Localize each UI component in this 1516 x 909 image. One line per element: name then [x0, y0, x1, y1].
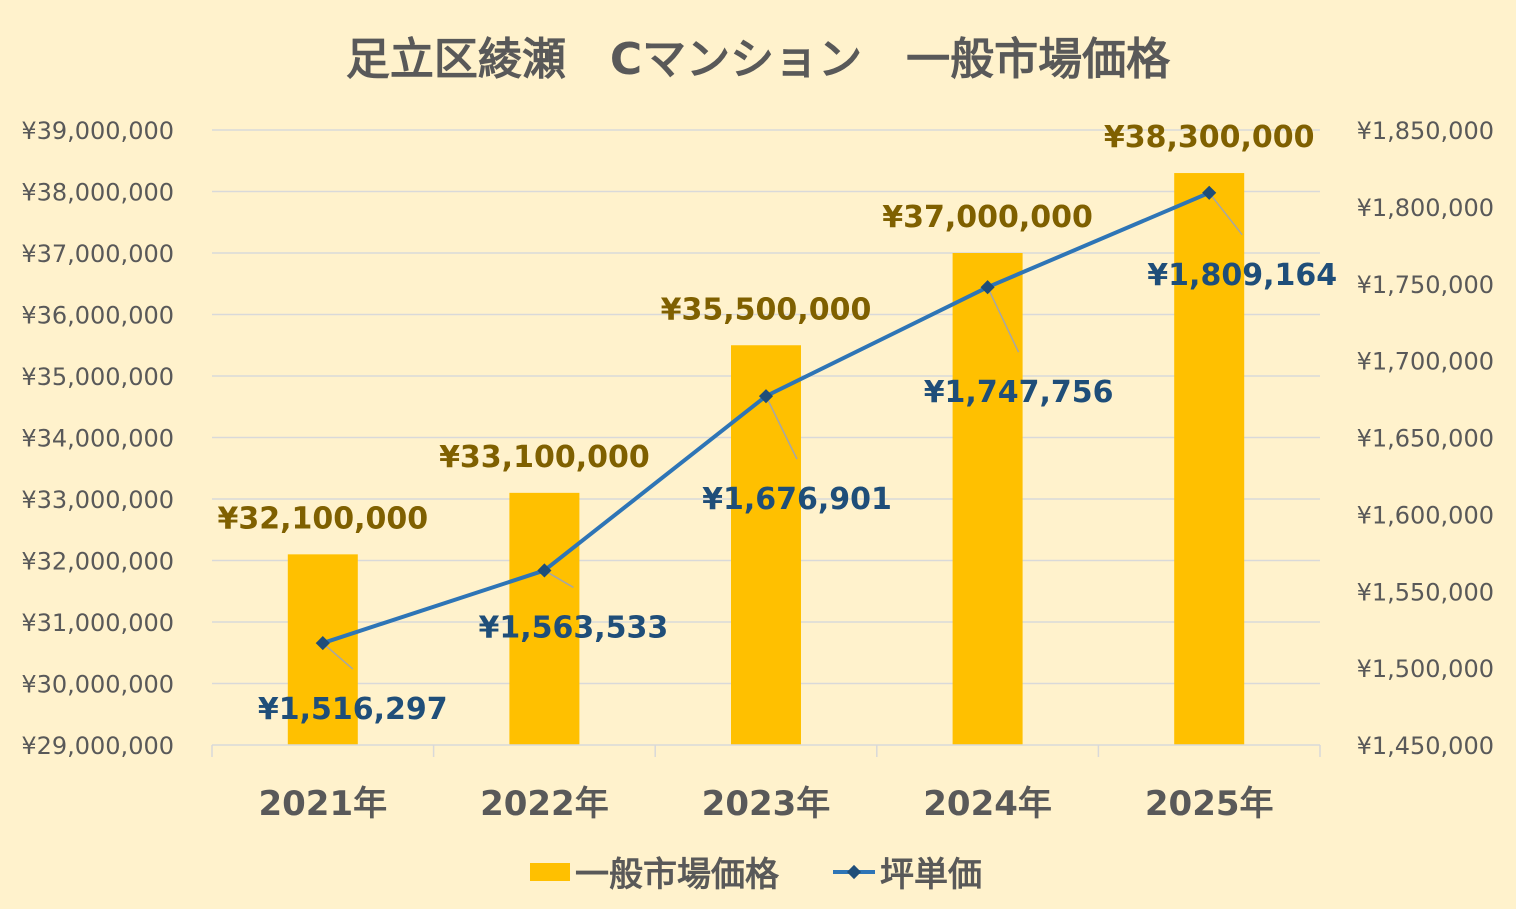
line-marker	[537, 563, 552, 578]
x-axis-tick: 2022年	[480, 784, 609, 824]
left-axis-tick: ¥32,000,000	[21, 548, 174, 576]
right-axis-tick: ¥1,750,000	[1357, 271, 1494, 299]
leader-line	[765, 395, 798, 460]
bar-data-label: ¥32,100,000	[217, 501, 428, 536]
line-marker	[1202, 185, 1217, 200]
right-axis-tick: ¥1,650,000	[1357, 425, 1494, 453]
right-axis-tick: ¥1,500,000	[1357, 655, 1494, 683]
left-axis-tick: ¥36,000,000	[21, 302, 174, 330]
right-axis-tick: ¥1,700,000	[1357, 348, 1494, 376]
right-axis-tick: ¥1,850,000	[1357, 117, 1494, 145]
left-axis-tick: ¥38,000,000	[21, 179, 174, 207]
line-data-label: ¥1,747,756	[924, 375, 1114, 410]
x-axis-tick: 2025年	[1145, 784, 1274, 824]
left-axis-tick: ¥37,000,000	[21, 240, 174, 268]
leader-line	[986, 286, 1020, 353]
legend-line-marker	[846, 864, 862, 880]
line-marker	[315, 635, 330, 651]
line-marker	[758, 389, 774, 404]
bar	[952, 253, 1023, 745]
right-axis-tick: ¥1,550,000	[1357, 578, 1494, 606]
line-data-label: ¥1,676,901	[702, 482, 892, 517]
bar-data-label: ¥33,100,000	[439, 440, 650, 475]
bar	[1174, 173, 1245, 746]
leader-line	[322, 642, 354, 670]
bar-data-label: ¥37,000,000	[882, 200, 1093, 235]
x-axis-tick: 2023年	[702, 784, 831, 824]
legend-line-label: 坪単価	[880, 855, 982, 895]
left-axis-tick: ¥31,000,000	[21, 609, 174, 637]
bar	[731, 345, 801, 745]
x-axis-tick: 2024年	[923, 784, 1052, 824]
chart-title: 足立区綾瀬 Cマンション 一般市場価格	[346, 34, 1171, 85]
legend: 一般市場価格 坪単価	[530, 855, 982, 895]
line-data-label: ¥1,516,297	[258, 692, 448, 727]
legend-bar-label: 一般市場価格	[575, 855, 780, 895]
right-axis-tick: ¥1,800,000	[1357, 194, 1494, 222]
legend-bar-swatch	[530, 863, 570, 881]
x-axis-tick: 2021年	[258, 784, 387, 824]
leader-line	[544, 569, 574, 589]
line-marker	[980, 280, 995, 295]
left-axis-tick: ¥34,000,000	[21, 425, 174, 453]
bar	[509, 492, 580, 745]
bar-data-label: ¥38,300,000	[1104, 120, 1315, 155]
left-axis-tick: ¥33,000,000	[21, 486, 174, 514]
left-axis-tick: ¥35,000,000	[21, 363, 174, 391]
left-axis-tick: ¥30,000,000	[21, 671, 174, 699]
leader-line	[1208, 192, 1243, 236]
left-axis-tick: ¥39,000,000	[21, 117, 174, 145]
left-axis-tick: ¥29,000,000	[21, 732, 174, 760]
line-data-label: ¥1,563,533	[479, 610, 669, 645]
right-axis-tick: ¥1,600,000	[1357, 501, 1494, 529]
bar-data-label: ¥35,500,000	[661, 292, 872, 327]
right-axis-tick: ¥1,450,000	[1357, 732, 1494, 760]
line-data-label: ¥1,809,164	[1147, 258, 1337, 293]
